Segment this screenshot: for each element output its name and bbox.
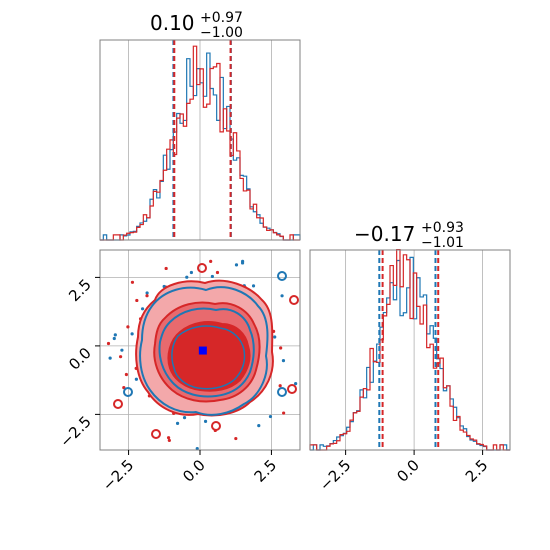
scatter-point [282,411,286,415]
title-top-value: 0.10 [150,11,195,35]
contour-blob [113,399,123,409]
scatter-point [182,416,187,420]
scatter-point [118,355,123,359]
scatter-point [130,332,134,336]
scatter-point [124,372,129,377]
scatter-point [279,346,283,350]
contour-blob [287,384,297,394]
scatter-point [278,384,282,388]
truth-marker [198,346,207,355]
scatter-point [281,359,286,363]
scatter-point [294,382,298,386]
title-right-value: −0.17 [354,222,415,246]
grid-right [345,250,484,450]
contour-panel: −2.5 0.0 2.5 2.50.0−2.5 [56,249,301,495]
scatter-point [195,446,199,450]
histogram-panel-top: 0.10 +0.97 −1.00 [99,10,301,241]
quantile-lines-right [378,250,440,450]
scatter-point [135,298,139,303]
scatter-point [215,270,220,275]
scatter-point [210,274,214,279]
title-top-lower: −1.00 [200,25,243,41]
histogram-step-red [100,45,300,241]
contour-blob [197,263,207,273]
scatter-point [166,436,171,440]
scatter-point [280,294,284,298]
axes-frame-top [99,39,301,241]
scatter-point [234,436,238,441]
scatter-point [203,419,208,423]
histogram-top-steps [100,45,301,241]
contour-blob [289,295,299,305]
contour-blue-mid [158,307,255,398]
axes-frame-right [309,249,511,451]
scatter-point [234,263,239,267]
scatter-point [251,284,256,288]
scatter-point [108,356,112,360]
title-top-upper: +0.97 [200,10,243,26]
scatter-point [134,377,138,381]
contour-red-inner [167,321,251,392]
contour-blue-outer [139,286,269,416]
scatter-point [175,421,180,425]
scatter-point [126,325,130,329]
histogram-step-red [309,248,510,451]
scatter-point [273,335,277,339]
scatter-point [120,348,124,352]
quantile-lines-top [172,40,232,240]
scatter-point [189,270,194,275]
scatter-point [130,280,135,284]
histogram-right-steps [309,248,510,451]
title-right-lower: −1.01 [421,235,464,251]
title-right-upper: +0.93 [421,220,464,236]
scatter-point [167,438,171,443]
scatter-point [113,333,117,337]
contour-blob [277,387,287,397]
scatter-point [145,294,149,298]
scatter-point [106,341,111,346]
scatter-point [164,266,168,271]
contour-blob [151,429,161,439]
scatter-point [257,424,261,428]
scatter-point [209,259,213,264]
scatter-point [240,261,245,265]
contour-blob [277,271,287,281]
scatter-point [268,414,273,419]
scatter-point [140,307,145,311]
scatter-point [185,275,189,279]
contour-blob [211,421,221,431]
contour-blue-inner [171,325,246,390]
scatter-point [145,291,149,295]
scatter-point [112,336,116,341]
contour-blob [123,387,133,397]
